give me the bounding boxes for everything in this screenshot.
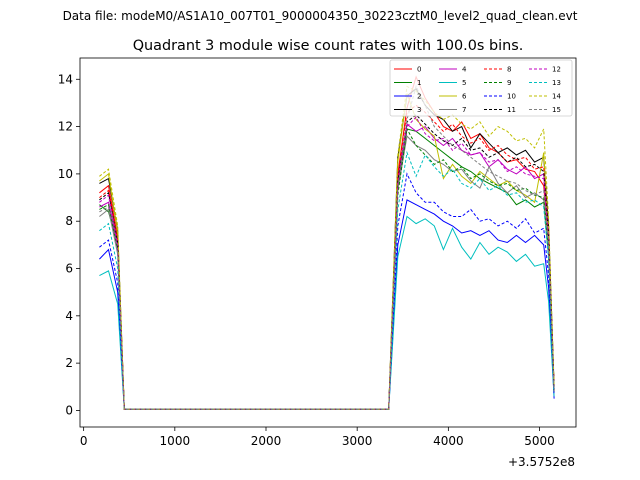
series-line-7 — [99, 135, 555, 410]
series-line-3 — [99, 88, 555, 410]
x-axis: 0 1000 2000 3000 4000 5000 — [80, 427, 555, 448]
axes-frame — [79, 57, 577, 428]
plot-area — [99, 75, 555, 410]
y-axis: 0 2 4 6 8 10 12 14 — [58, 72, 80, 417]
legend-label-15: 15 — [552, 106, 561, 114]
legend-label-6: 6 — [462, 93, 467, 101]
x-tick-label: 1000 — [160, 434, 191, 448]
x-tick-label: 5000 — [524, 434, 555, 448]
legend-label-14: 14 — [552, 93, 561, 101]
legend-label-12: 12 — [552, 66, 561, 74]
series-line-15 — [99, 84, 555, 410]
y-tick-label: 12 — [58, 120, 73, 134]
x-tick-label: 0 — [80, 434, 88, 448]
y-tick-label: 6 — [65, 262, 73, 276]
legend-label-1: 1 — [417, 79, 421, 87]
series-line-6 — [99, 93, 555, 410]
legend-label-2: 2 — [417, 93, 421, 101]
y-tick-label: 8 — [65, 214, 73, 228]
x-tick-label: 3000 — [342, 434, 373, 448]
x-tick-label: 4000 — [433, 434, 464, 448]
legend-box — [389, 59, 573, 117]
suptitle: Data file: modeM0/AS1A10_007T01_90000043… — [63, 9, 578, 23]
series-line-11 — [99, 114, 555, 410]
series-line-12 — [99, 116, 555, 410]
legend-label-8: 8 — [507, 66, 511, 74]
series-line-9 — [99, 127, 555, 410]
legend-label-13: 13 — [552, 79, 561, 87]
legend-label-4: 4 — [462, 66, 467, 74]
y-tick-label: 4 — [65, 309, 73, 323]
series-line-8 — [99, 104, 555, 410]
legend-label-5: 5 — [462, 79, 466, 87]
series-line-14 — [99, 85, 555, 410]
series-line-10 — [99, 172, 555, 410]
series-line-0 — [99, 75, 555, 410]
y-tick-label: 14 — [58, 72, 73, 86]
series-line-2 — [99, 199, 555, 410]
x-tick-label: 2000 — [251, 434, 282, 448]
x-offset-label: +3.5752e8 — [508, 455, 575, 469]
legend-label-11: 11 — [507, 106, 516, 114]
y-tick-label: 10 — [58, 167, 73, 181]
series-line-1 — [99, 128, 555, 410]
legend-label-7: 7 — [462, 106, 466, 114]
legend-label-0: 0 — [417, 66, 421, 74]
series-line-13 — [99, 150, 555, 410]
legend-label-3: 3 — [417, 106, 421, 114]
legend-label-10: 10 — [507, 93, 516, 101]
chart-title: Quadrant 3 module wise count rates with … — [133, 38, 524, 54]
y-tick-label: 0 — [65, 403, 73, 417]
legend-label-9: 9 — [507, 79, 511, 87]
series-line-5 — [99, 215, 555, 410]
series-line-4 — [99, 123, 555, 410]
y-tick-label: 2 — [65, 356, 73, 370]
